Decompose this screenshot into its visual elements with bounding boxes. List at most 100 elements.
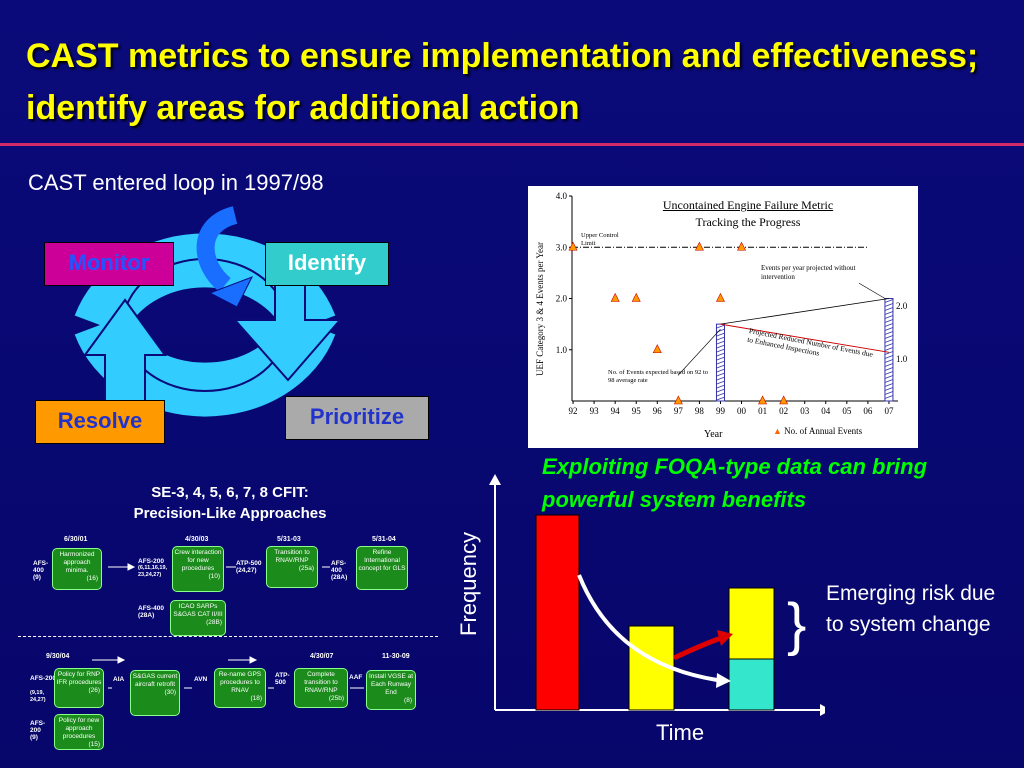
event-marker (652, 344, 662, 354)
date-label: 9/30/04 (46, 653, 70, 660)
bar-hatch (884, 327, 894, 331)
milestone-ref: (25a) (298, 565, 314, 572)
monitor-box: Monitor (44, 242, 174, 286)
trend-arrow-icon (716, 673, 731, 688)
cyan-bar-lower (728, 658, 775, 711)
org-tag: AFS-400 (28A) (331, 560, 353, 581)
bar-hatch (884, 323, 894, 327)
milestone-box: ICAO SARPs S&GAS CAT II/III (28B) (170, 600, 226, 636)
bar-hatch (716, 392, 725, 397)
timeline-caption: SE-3, 4, 5, 6, 7, 8 CFIT: Precision-Like… (90, 482, 370, 524)
date-label: 5/31-03 (277, 536, 301, 543)
bar-hatch (716, 324, 725, 329)
date-label: 11-30-09 (382, 653, 410, 660)
bar-hatch (716, 368, 725, 373)
slide-title: CAST metrics to ensure implementation an… (26, 37, 979, 127)
milestone-text: Re-name GPS procedures to RNAV (218, 671, 262, 694)
milestone-text: Harmonized approach minima. (59, 551, 95, 574)
org-tag: AFS-200 (9,19, 24,27) (30, 675, 56, 704)
entry-arrow-icon (208, 276, 254, 308)
feedback-loop-diagram (74, 206, 343, 421)
bar-hatch (884, 351, 894, 355)
x-tick-label: 02 (779, 406, 788, 416)
org-tag-name: ATP-500 (236, 560, 262, 567)
callout-line (858, 282, 886, 299)
right-label-high: 2.0 (896, 301, 908, 311)
org-tag: ATP-500 (275, 672, 290, 686)
bar-hatch (884, 375, 894, 379)
bar-hatch (716, 364, 725, 369)
bar-hatch (716, 376, 725, 381)
milestone-ref: (25b) (328, 695, 344, 702)
bar-hatch (716, 396, 725, 401)
uef-legend: ▲ No. of Annual Events (773, 426, 862, 436)
x-tick-label: 07 (884, 406, 894, 416)
y-tick-label: 1.0 (556, 345, 568, 355)
milestone-ref: (18) (250, 695, 262, 702)
org-tag: AVN (194, 676, 208, 683)
foqa-chart (489, 474, 825, 716)
bar-hatch (884, 371, 894, 375)
bar-hatch (884, 363, 894, 367)
bar-hatch (884, 383, 894, 387)
milestone-ref: (10) (208, 573, 220, 580)
event-marker (779, 395, 789, 405)
x-tick-label: 06 (863, 406, 873, 416)
milestone-text: Crew interaction for new procedures (174, 549, 222, 572)
bar-hatch (716, 336, 725, 341)
y-tick-label: 4.0 (556, 191, 568, 201)
foqa-caption: Exploiting FOQA-type data can bring powe… (542, 454, 928, 512)
x-tick-label: 04 (821, 406, 831, 416)
org-tag: AFS-400 (9) (33, 560, 55, 581)
x-tick-label: 00 (737, 406, 747, 416)
milestone-ref: (16) (86, 575, 98, 582)
loop-arrow-up-icon (83, 298, 167, 421)
event-marker (673, 395, 683, 405)
x-tick-label: 98 (695, 406, 705, 416)
x-tick-label: 95 (632, 406, 642, 416)
x-tick-label: 01 (758, 406, 767, 416)
milestone-box: Policy for new approach procedures (15) (54, 714, 104, 750)
milestone-text: Install VGSE at Each Runway End (368, 673, 414, 696)
x-tick-label: 93 (590, 406, 600, 416)
bar-hatch (716, 352, 725, 357)
org-tag: AFS-200 (9) (30, 720, 54, 741)
bar-hatch (884, 319, 894, 323)
milestone-box: Crew interaction for new procedures (10) (172, 546, 224, 592)
triangle-marker-icon: ▲ (773, 426, 782, 436)
bar-hatch (884, 299, 894, 303)
projected-no-intervention-note: Events per year projected without interv… (761, 264, 856, 281)
loop-arrow-down-icon (232, 264, 343, 382)
bar-hatch (716, 384, 725, 389)
event-marker (758, 395, 768, 405)
org-tag-ref: (28A) (331, 574, 348, 581)
org-tag-name: AFS-200 (138, 558, 165, 565)
bar-hatch (716, 344, 725, 349)
bar-hatch (716, 380, 725, 385)
bar-hatch (884, 311, 894, 315)
bar-hatch (884, 307, 894, 311)
bar-hatch (884, 315, 894, 319)
x-tick-label: 96 (653, 406, 663, 416)
y-axis-arrow-icon (489, 474, 501, 485)
bar-hatch (884, 391, 894, 395)
red-bar (535, 514, 580, 711)
no-intervention-line (720, 298, 890, 325)
milestone-box: Policy for RNP IFR procedures (26) (54, 668, 104, 708)
y-tick-label: 3.0 (556, 242, 568, 252)
uef-legend-label: No. of Annual Events (784, 426, 863, 436)
uef-chart-title: Uncontained Engine Failure Metric (662, 198, 834, 212)
org-tag: ATP-500 (24,27) (236, 560, 266, 574)
timeline-caption-line1: SE-3, 4, 5, 6, 7, 8 CFIT: (151, 484, 309, 501)
milestone-ref: (15) (88, 741, 100, 748)
event-marker (568, 241, 578, 251)
milestone-text: ICAO SARPs S&GAS CAT II/III (173, 603, 223, 618)
x-tick-label: 94 (611, 406, 621, 416)
org-tag-ref: (9) (33, 574, 41, 581)
milestone-ref: (28B) (206, 619, 222, 626)
x-tick-label: 97 (674, 406, 684, 416)
x-tick-label: 05 (842, 406, 852, 416)
milestone-text: Transition to RNAV/RNP (274, 549, 310, 564)
org-tag: AIA (113, 676, 125, 683)
prioritize-box: Prioritize (285, 396, 429, 440)
